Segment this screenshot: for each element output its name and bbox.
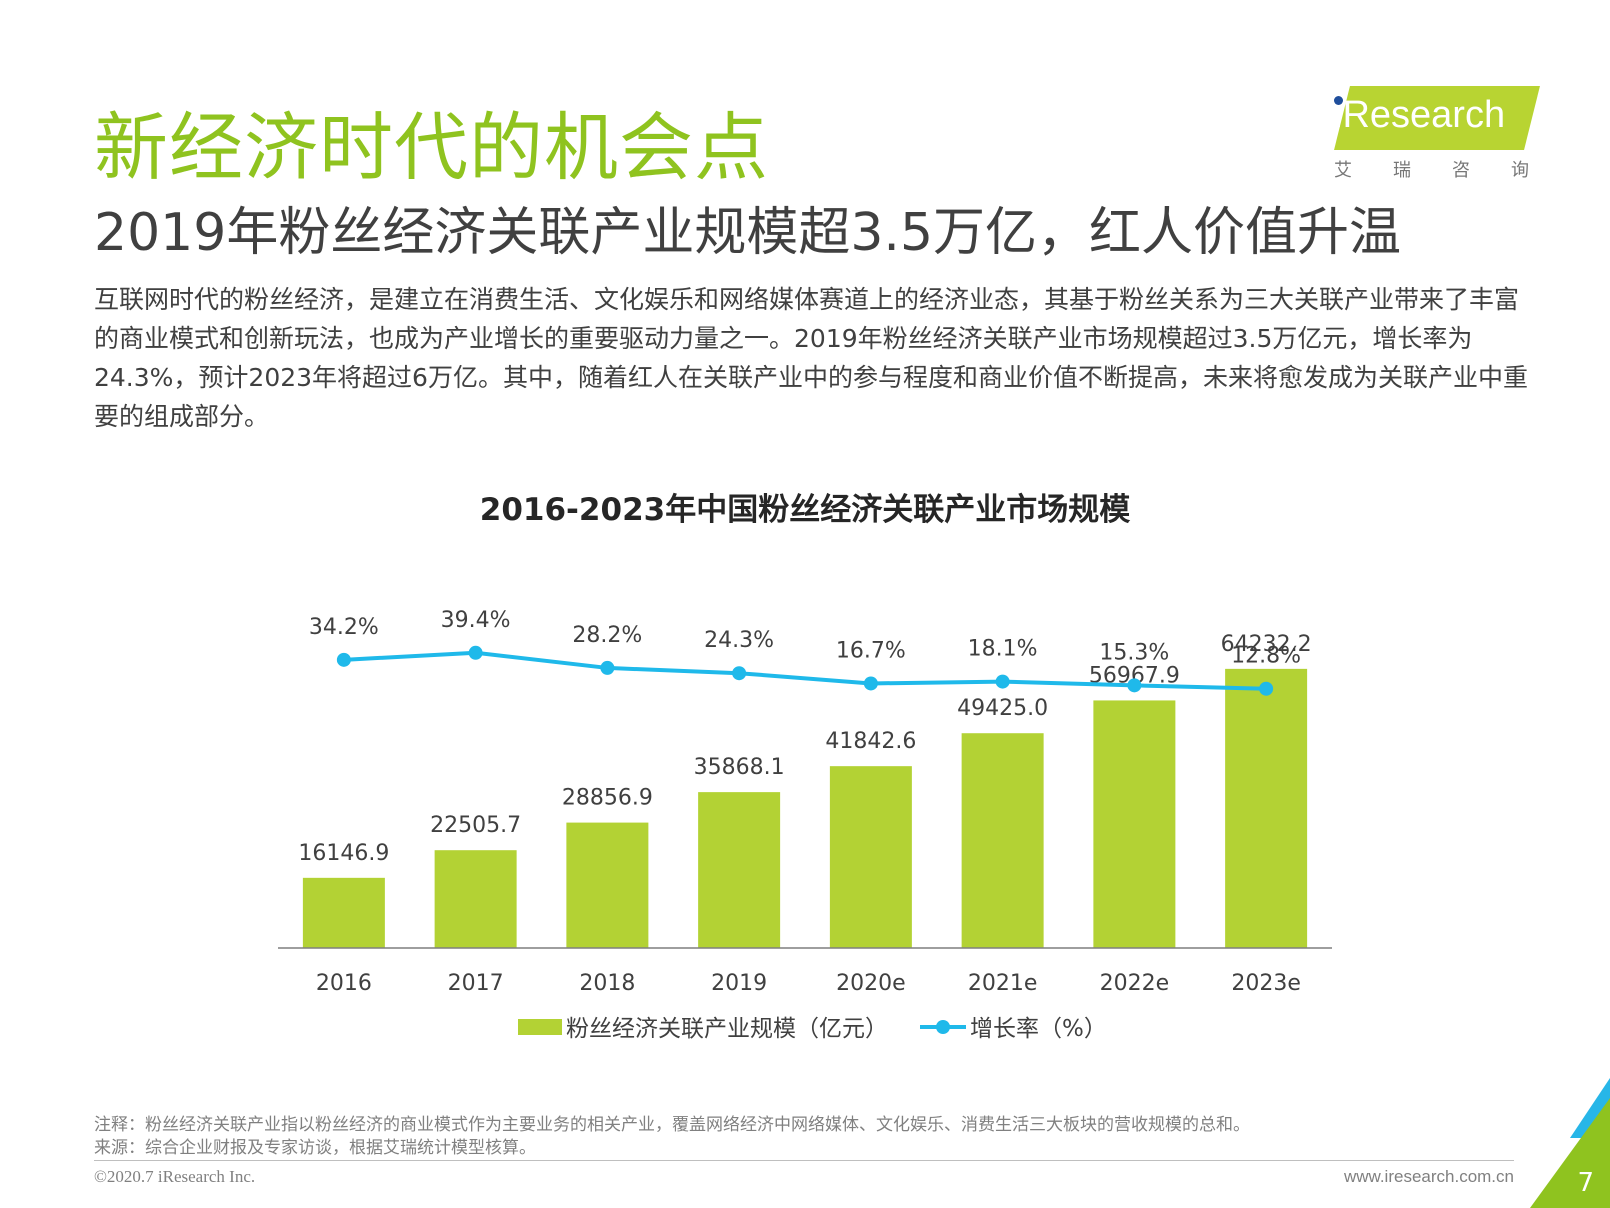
x-tick-2019: 2019 (711, 971, 767, 996)
website-link[interactable]: www.iresearch.com.cn (1343, 1167, 1514, 1186)
growth-line (343, 650, 1267, 691)
x-tick-2020e: 2020e (836, 971, 906, 996)
growth-label-2020e: 16.7% (836, 638, 906, 663)
growth-point-2022e (1127, 678, 1142, 693)
footer-divider (94, 1160, 1514, 1161)
bar-2019 (698, 792, 781, 948)
page-subtitle: 2019年粉丝经济关联产业规模超3.5万亿，红人价值升温 (94, 203, 1402, 263)
chart-source: 来源：综合企业财报及专家访谈，根据艾瑞统计模型核算。 (94, 1138, 536, 1158)
growth-label-2022e: 15.3% (1099, 640, 1169, 665)
bar-label-2021e: 49425.0 (957, 696, 1048, 721)
bar-2018 (566, 822, 649, 948)
page-title: 新经济时代的机会点 (94, 105, 769, 191)
growth-point-2020e (863, 676, 878, 691)
market-size-chart: 2016-2023年中国粉丝经济关联产业市场规模 16146.9 22505.7 2… (278, 492, 1332, 1042)
x-axis-tick-labels: 2016 2017 2018 2019 2020e 2021e 2022e 2023e (316, 971, 1301, 996)
legend-bar-swatch (518, 1019, 562, 1035)
growth-point-2023e (1259, 681, 1274, 696)
bar-2020e (829, 766, 912, 948)
growth-line-series: 34.2% 39.4% 28.2% 24.3% 16.7% 18.1% 15.3% 12.8% (309, 608, 1301, 696)
chart-legend: 粉丝经济关联产业规模（亿元） 增长率（%） (518, 1016, 1107, 1042)
chart-title: 2016-2023年中国粉丝经济关联产业市场规模 (480, 492, 1130, 528)
copyright: ©2020.7 iResearch Inc. (94, 1167, 256, 1186)
bar-2016 (302, 877, 385, 948)
bar-series: 16146.9 22505.7 28856.9 35868.1 41842.6 49425… (298, 632, 1312, 948)
x-tick-2022e: 2022e (1100, 971, 1170, 996)
x-tick-2023e: 2023e (1231, 971, 1301, 996)
intro-paragraph: 互联网时代的粉丝经济，是建立在消费生活、文化娱乐和网络媒体赛道上的经济业态，其基… (94, 285, 1528, 431)
logo-dot-icon (1334, 96, 1343, 105)
bar-2017 (434, 850, 517, 948)
growth-point-2018 (600, 660, 615, 675)
bar-label-2023e: 64232.2 (1221, 632, 1312, 657)
bar-2023e (1225, 668, 1308, 948)
growth-label-2016: 34.2% (309, 615, 379, 640)
logo-chinese-name: 艾瑞咨询 (1334, 160, 1529, 181)
growth-point-2017 (468, 645, 483, 660)
bar-label-2020e: 41842.6 (825, 729, 916, 754)
x-tick-2018: 2018 (579, 971, 635, 996)
growth-label-2018: 28.2% (572, 623, 642, 648)
growth-point-2021e (995, 674, 1010, 689)
x-tick-2017: 2017 (448, 971, 504, 996)
logo-wordmark: iResearch (1334, 94, 1506, 136)
growth-label-2021e: 18.1% (968, 637, 1038, 662)
page-number: 7 (1577, 1168, 1594, 1198)
x-tick-2016: 2016 (316, 971, 372, 996)
bar-label-2018: 28856.9 (562, 786, 653, 811)
chart-note: 注释：粉丝经济关联产业指以粉丝经济的商业模式作为主要业务的相关产业，覆盖网络经济… (94, 1115, 1250, 1135)
iresearch-logo: iResearch 艾瑞咨询 (1328, 86, 1540, 186)
growth-label-2017: 39.4% (441, 608, 511, 633)
legend-line-marker (936, 1020, 950, 1034)
growth-point-2019 (732, 666, 747, 681)
growth-label-2019: 24.3% (704, 628, 774, 653)
growth-point-2016 (336, 652, 351, 667)
growth-label-2023e: 12.8% (1231, 644, 1301, 669)
legend-bar-label: 粉丝经济关联产业规模（亿元） (566, 1016, 888, 1042)
corner-decoration-green (1530, 1098, 1610, 1208)
bar-label-2016: 16146.9 (298, 841, 389, 866)
bar-2022e (1093, 700, 1176, 948)
bar-label-2017: 22505.7 (430, 813, 521, 838)
bar-2021e (961, 733, 1044, 948)
legend-line-label: 增长率（%） (970, 1016, 1107, 1042)
x-tick-2021e: 2021e (968, 971, 1038, 996)
bar-label-2019: 35868.1 (694, 755, 785, 780)
